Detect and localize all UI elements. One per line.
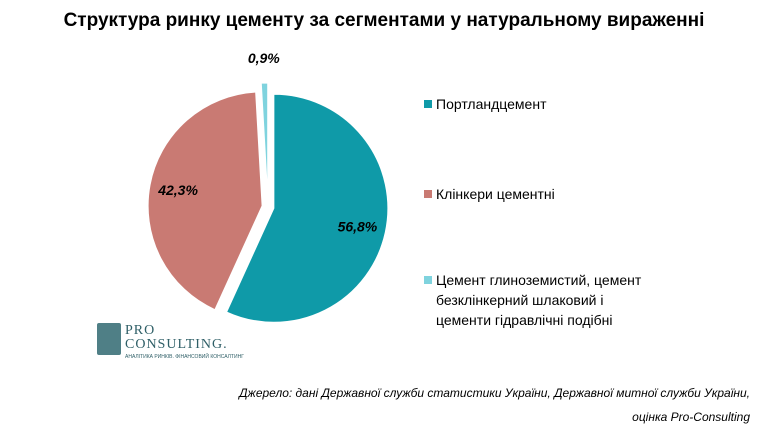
legend-swatch	[424, 100, 432, 108]
legend-label: Клінкери цементні	[436, 184, 706, 204]
legend-swatch	[424, 276, 432, 284]
legend-line: безклінкерний шлаковий і	[436, 292, 604, 308]
legend-swatch	[424, 190, 432, 198]
legend-label: Цемент глиноземистий, цемент безклінкерн…	[436, 270, 706, 330]
legend-label: Портландцемент	[436, 94, 706, 114]
logo-subtitle: АНАЛІТИКА РИНКІВ. ФІНАНСОВИЙ КОНСАЛТИНГ	[125, 354, 244, 360]
pie-slice	[225, 93, 389, 323]
legend-line: Цемент глиноземистий, цемент	[436, 272, 642, 288]
pie-slice	[147, 91, 263, 311]
legend-line: Клінкери цементні	[436, 186, 555, 202]
pie-value-label: 56,8%	[338, 218, 378, 234]
source-note-line2: оцінка Pro-Consulting	[632, 410, 750, 424]
pie-slices	[147, 82, 389, 323]
logo-text-pro: PRO	[125, 323, 156, 338]
pie-value-labels: 56,8% 42,3% 0,9%	[157, 50, 378, 234]
logo-text-consulting: CONSULTING.	[125, 337, 228, 352]
pie-value-label: 42,3%	[157, 182, 198, 198]
legend-line: цементи гідравлічні подібні	[436, 312, 613, 328]
pie-slice	[260, 82, 269, 198]
pie-value-label: 0,9%	[248, 50, 280, 66]
pro-consulting-logo: PRO CONSULTING. АНАЛІТИКА РИНКІВ. ФІНАНС…	[97, 323, 244, 361]
source-note-line1: Джерело: дані Державної служби статистик…	[239, 386, 750, 400]
chart-title: Структура ринку цементу за сегментами у …	[63, 10, 705, 31]
horse-logo-icon	[97, 323, 121, 355]
legend-line: Портландцемент	[436, 96, 547, 112]
